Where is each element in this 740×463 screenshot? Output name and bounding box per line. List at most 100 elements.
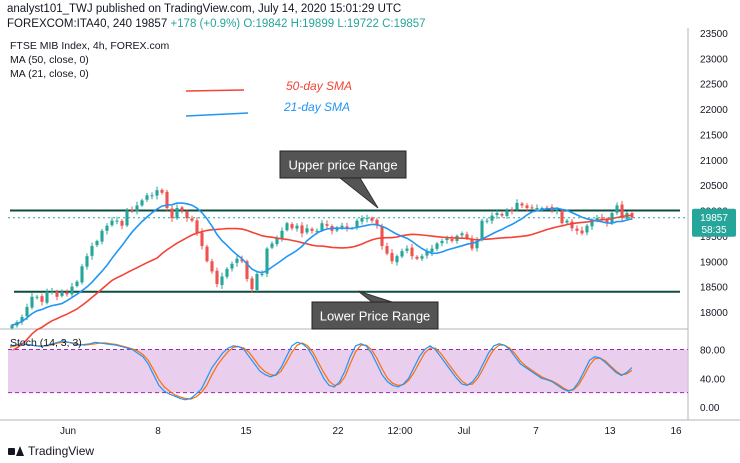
ma50-line[interactable] [11, 214, 633, 352]
candle-body[interactable] [230, 263, 234, 269]
candle-body[interactable] [100, 230, 104, 242]
candle-body[interactable] [255, 273, 259, 291]
candle-body[interactable] [475, 240, 479, 249]
candle-body[interactable] [450, 239, 454, 241]
candle-body[interactable] [400, 251, 404, 257]
candle-body[interactable] [115, 220, 119, 222]
candle-body[interactable] [395, 256, 399, 263]
candle-body[interactable] [485, 220, 489, 222]
candle-body[interactable] [245, 261, 249, 280]
candle-body[interactable] [505, 210, 509, 216]
candle-body[interactable] [285, 223, 289, 231]
candle-body[interactable] [295, 225, 299, 229]
candle-body[interactable] [490, 215, 494, 221]
candle-body[interactable] [205, 246, 209, 262]
candle-body[interactable] [75, 281, 79, 287]
candle-body[interactable] [555, 210, 559, 212]
candle-body[interactable] [585, 225, 589, 233]
candle-body[interactable] [65, 292, 69, 295]
candle-body[interactable] [270, 243, 274, 248]
candle-body[interactable] [25, 306, 29, 317]
candle-body[interactable] [380, 226, 384, 247]
candle-body[interactable] [120, 220, 124, 226]
stoch-d-line[interactable] [9, 341, 633, 400]
ma50-legend[interactable]: MA (50, close, 0) [10, 54, 89, 66]
candle-body[interactable] [570, 221, 574, 229]
candle-body[interactable] [620, 204, 624, 219]
candle-body[interactable] [440, 240, 444, 244]
candle-body[interactable] [140, 200, 144, 206]
candle-body[interactable] [40, 296, 44, 302]
candle-body[interactable] [235, 258, 239, 263]
candle-body[interactable] [90, 246, 94, 256]
candle-body[interactable] [580, 230, 584, 234]
candle-body[interactable] [50, 291, 54, 293]
ma21-legend[interactable]: MA (21, close, 0) [10, 68, 89, 80]
candle-body[interactable] [615, 205, 619, 213]
stoch-legend[interactable]: Stoch (14, 3, 3) [10, 337, 82, 349]
candle-body[interactable] [425, 251, 429, 256]
candle-body[interactable] [85, 256, 89, 267]
candle-body[interactable] [335, 228, 339, 231]
tradingview-logo[interactable]: TradingView [8, 444, 94, 458]
candle-body[interactable] [185, 211, 189, 219]
candle-body[interactable] [445, 238, 449, 241]
candle-body[interactable] [365, 218, 369, 220]
candle-body[interactable] [125, 210, 129, 226]
candle-body[interactable] [190, 218, 194, 221]
candle-body[interactable] [110, 220, 114, 226]
candle-body[interactable] [210, 261, 214, 272]
candle-body[interactable] [500, 213, 504, 216]
candle-body[interactable] [525, 205, 529, 208]
candle-body[interactable] [70, 286, 74, 295]
candle-body[interactable] [320, 223, 324, 231]
candle-body[interactable] [165, 191, 169, 208]
candle-body[interactable] [300, 225, 304, 234]
candle-body[interactable] [480, 220, 484, 241]
last-price-tag[interactable] [692, 208, 736, 237]
candle-body[interactable] [575, 228, 579, 231]
candle-body[interactable] [200, 232, 204, 247]
candle-body[interactable] [155, 190, 159, 196]
candle-body[interactable] [340, 225, 344, 228]
candle-body[interactable] [180, 207, 184, 211]
candle-body[interactable] [275, 238, 279, 245]
candle-body[interactable] [290, 224, 294, 229]
candle-body[interactable] [355, 220, 359, 228]
candle-body[interactable] [315, 230, 319, 232]
candle-body[interactable] [540, 207, 544, 209]
candle-body[interactable] [600, 217, 604, 219]
candle-body[interactable] [535, 207, 539, 209]
candle-body[interactable] [150, 195, 154, 197]
candle-body[interactable] [375, 219, 379, 226]
candle-body[interactable] [325, 224, 329, 226]
candle-body[interactable] [130, 209, 134, 211]
candle-body[interactable] [35, 296, 39, 298]
candle-body[interactable] [385, 246, 389, 254]
candle-body[interactable] [595, 218, 599, 221]
candle-body[interactable] [405, 248, 409, 251]
candle-body[interactable] [495, 213, 499, 215]
candle-body[interactable] [95, 240, 99, 246]
candle-body[interactable] [220, 276, 224, 286]
candle-body[interactable] [135, 205, 139, 212]
lower-range-callout[interactable]: Lower Price Range [311, 290, 439, 330]
stoch-k-line[interactable] [9, 340, 633, 401]
candle-body[interactable] [170, 208, 174, 219]
candle-body[interactable] [240, 259, 244, 262]
candle-body[interactable] [60, 291, 64, 296]
candle-body[interactable] [460, 233, 464, 236]
candle-body[interactable] [175, 207, 179, 219]
candle-body[interactable] [605, 219, 609, 224]
candle-body[interactable] [510, 210, 514, 212]
candle-body[interactable] [105, 225, 109, 231]
candle-body[interactable] [55, 291, 59, 297]
candle-body[interactable] [465, 234, 469, 239]
candle-body[interactable] [265, 248, 269, 274]
candle-body[interactable] [360, 218, 364, 222]
candle-body[interactable] [530, 207, 534, 209]
candle-body[interactable] [630, 213, 634, 218]
candle-body[interactable] [260, 273, 264, 275]
candle-body[interactable] [430, 248, 434, 253]
candle-body[interactable] [225, 268, 229, 277]
